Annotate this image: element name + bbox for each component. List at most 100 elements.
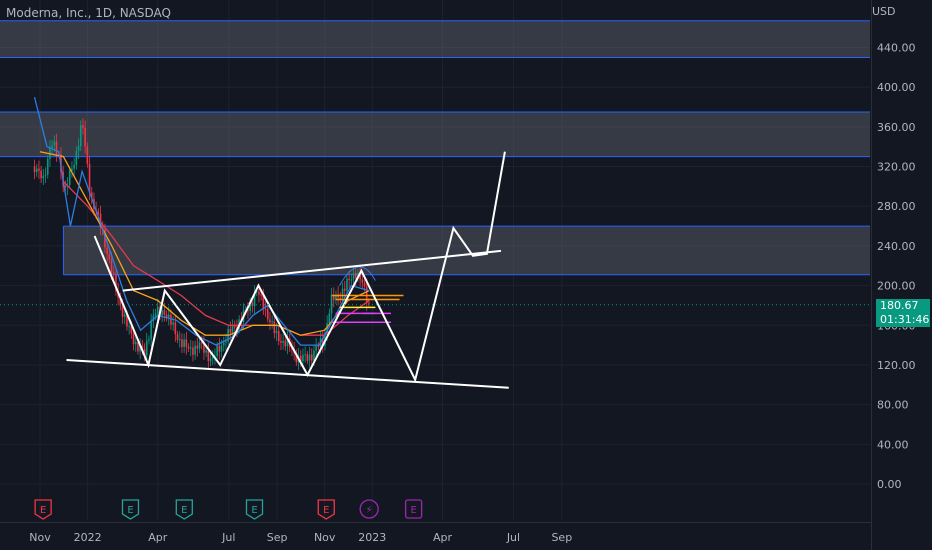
candle-body [282, 340, 284, 343]
x-tick-label[interactable]: Nov [314, 531, 336, 544]
candle-body [354, 272, 357, 279]
candle-body [361, 279, 364, 283]
candle-body [328, 313, 331, 324]
event-marker[interactable]: E [245, 499, 264, 520]
x-tick-label[interactable]: 2022 [74, 531, 102, 544]
candle-body [178, 339, 181, 341]
y-tick-label[interactable]: 320.00 [877, 161, 916, 174]
candle-body [203, 342, 205, 353]
x-tick-label[interactable]: 2023 [358, 531, 386, 544]
resistance-zone-1 [0, 112, 870, 157]
trendline-drawings [66, 151, 509, 389]
x-tick-label[interactable]: Sep [267, 531, 288, 544]
resistance-zone-2 [63, 226, 870, 275]
y-tick-label[interactable]: 0.00 [877, 478, 902, 491]
candle-body [75, 150, 78, 165]
candle-body [139, 345, 141, 352]
candle-body [231, 325, 234, 333]
candle-body [42, 175, 45, 179]
y-tick-label[interactable]: 400.00 [877, 81, 916, 94]
candle-body [308, 354, 311, 361]
candle-body [332, 294, 335, 301]
candle-body [86, 146, 89, 164]
y-tick-label[interactable]: 240.00 [877, 240, 916, 253]
candle-body [260, 294, 262, 296]
candle-body [161, 310, 163, 316]
price-axis-ticks[interactable]: 0.0040.0080.00120.00160.00200.00240.0028… [877, 42, 916, 491]
candle-body [46, 158, 49, 175]
x-tick-label[interactable]: Jul [221, 531, 235, 544]
candle-body [330, 294, 333, 314]
event-markers[interactable]: E E E E E ⚡ E [34, 499, 423, 520]
resistance-trendline [122, 249, 502, 292]
candle-body [341, 288, 344, 299]
candle-body [315, 345, 317, 351]
candle-body [181, 339, 183, 347]
ema-arc [339, 266, 376, 286]
event-marker[interactable]: E [317, 499, 335, 520]
candle-body [150, 321, 152, 340]
event-marker-label: E [181, 505, 187, 516]
ema-fast-line [33, 96, 370, 346]
candle-body [198, 342, 201, 349]
candle-body [299, 355, 302, 362]
candle-body [359, 272, 361, 280]
y-tick-label[interactable]: 280.00 [877, 200, 916, 213]
x-tick-label[interactable]: Jul [506, 531, 520, 544]
candle-body [277, 331, 280, 342]
resistance-zone-0 [0, 20, 870, 58]
candle-body [262, 294, 265, 309]
y-tick-label[interactable]: 80.00 [877, 399, 909, 412]
x-tick-label[interactable]: Nov [29, 531, 51, 544]
bar-countdown-tag: 01:31:46 [876, 313, 930, 327]
event-marker-label: E [251, 505, 257, 516]
candle-body [286, 338, 289, 347]
candle-body [271, 321, 273, 323]
candle-body [167, 314, 170, 318]
candle-body [97, 211, 100, 214]
candle-body [348, 278, 350, 280]
candle-body [211, 356, 214, 359]
candle-body [130, 326, 133, 334]
x-tick-label[interactable]: Sep [551, 531, 572, 544]
pattern-zigzag [93, 151, 506, 383]
candle-body [310, 354, 313, 361]
y-tick-label[interactable]: 440.00 [877, 42, 916, 55]
time-axis-divider [0, 522, 871, 523]
candle-body [163, 310, 166, 315]
candle-body [137, 342, 139, 352]
candle-body [64, 185, 67, 188]
candle-body [154, 313, 157, 316]
candle-body [143, 348, 146, 356]
x-tick-label[interactable]: Apr [433, 531, 453, 544]
candle-body [77, 146, 80, 151]
candle-body [194, 345, 196, 355]
grid [0, 0, 870, 521]
event-marker-label: E [323, 505, 329, 516]
time-axis-ticks[interactable]: Nov 2022 Apr Jul Sep Nov 2023 Apr Jul Sep [29, 531, 572, 544]
candle-body [174, 322, 177, 335]
x-tick-label[interactable]: Apr [148, 531, 168, 544]
event-marker-label: ⚡ [366, 505, 373, 516]
candle-body [128, 326, 130, 328]
event-marker[interactable]: ⚡ [359, 499, 379, 519]
y-tick-label[interactable]: 120.00 [877, 359, 916, 372]
event-marker[interactable]: E [34, 499, 52, 520]
y-tick-label[interactable]: 200.00 [877, 280, 916, 293]
candle-body [216, 345, 218, 357]
y-tick-label[interactable]: 360.00 [877, 121, 916, 134]
earnings-badge-outline [317, 499, 335, 520]
event-marker[interactable]: E [121, 499, 140, 520]
last-price-tag: 180.67 [876, 299, 930, 313]
event-marker[interactable]: E [404, 499, 423, 519]
y-tick-label[interactable]: 40.00 [877, 438, 909, 451]
event-marker[interactable]: E [175, 499, 193, 520]
candle-body [132, 333, 135, 345]
candle-body [196, 345, 199, 349]
candle-body [284, 340, 287, 347]
candle-body [269, 319, 271, 323]
candle-body [207, 350, 210, 362]
candle-body [192, 347, 194, 355]
candle-body [35, 168, 38, 173]
